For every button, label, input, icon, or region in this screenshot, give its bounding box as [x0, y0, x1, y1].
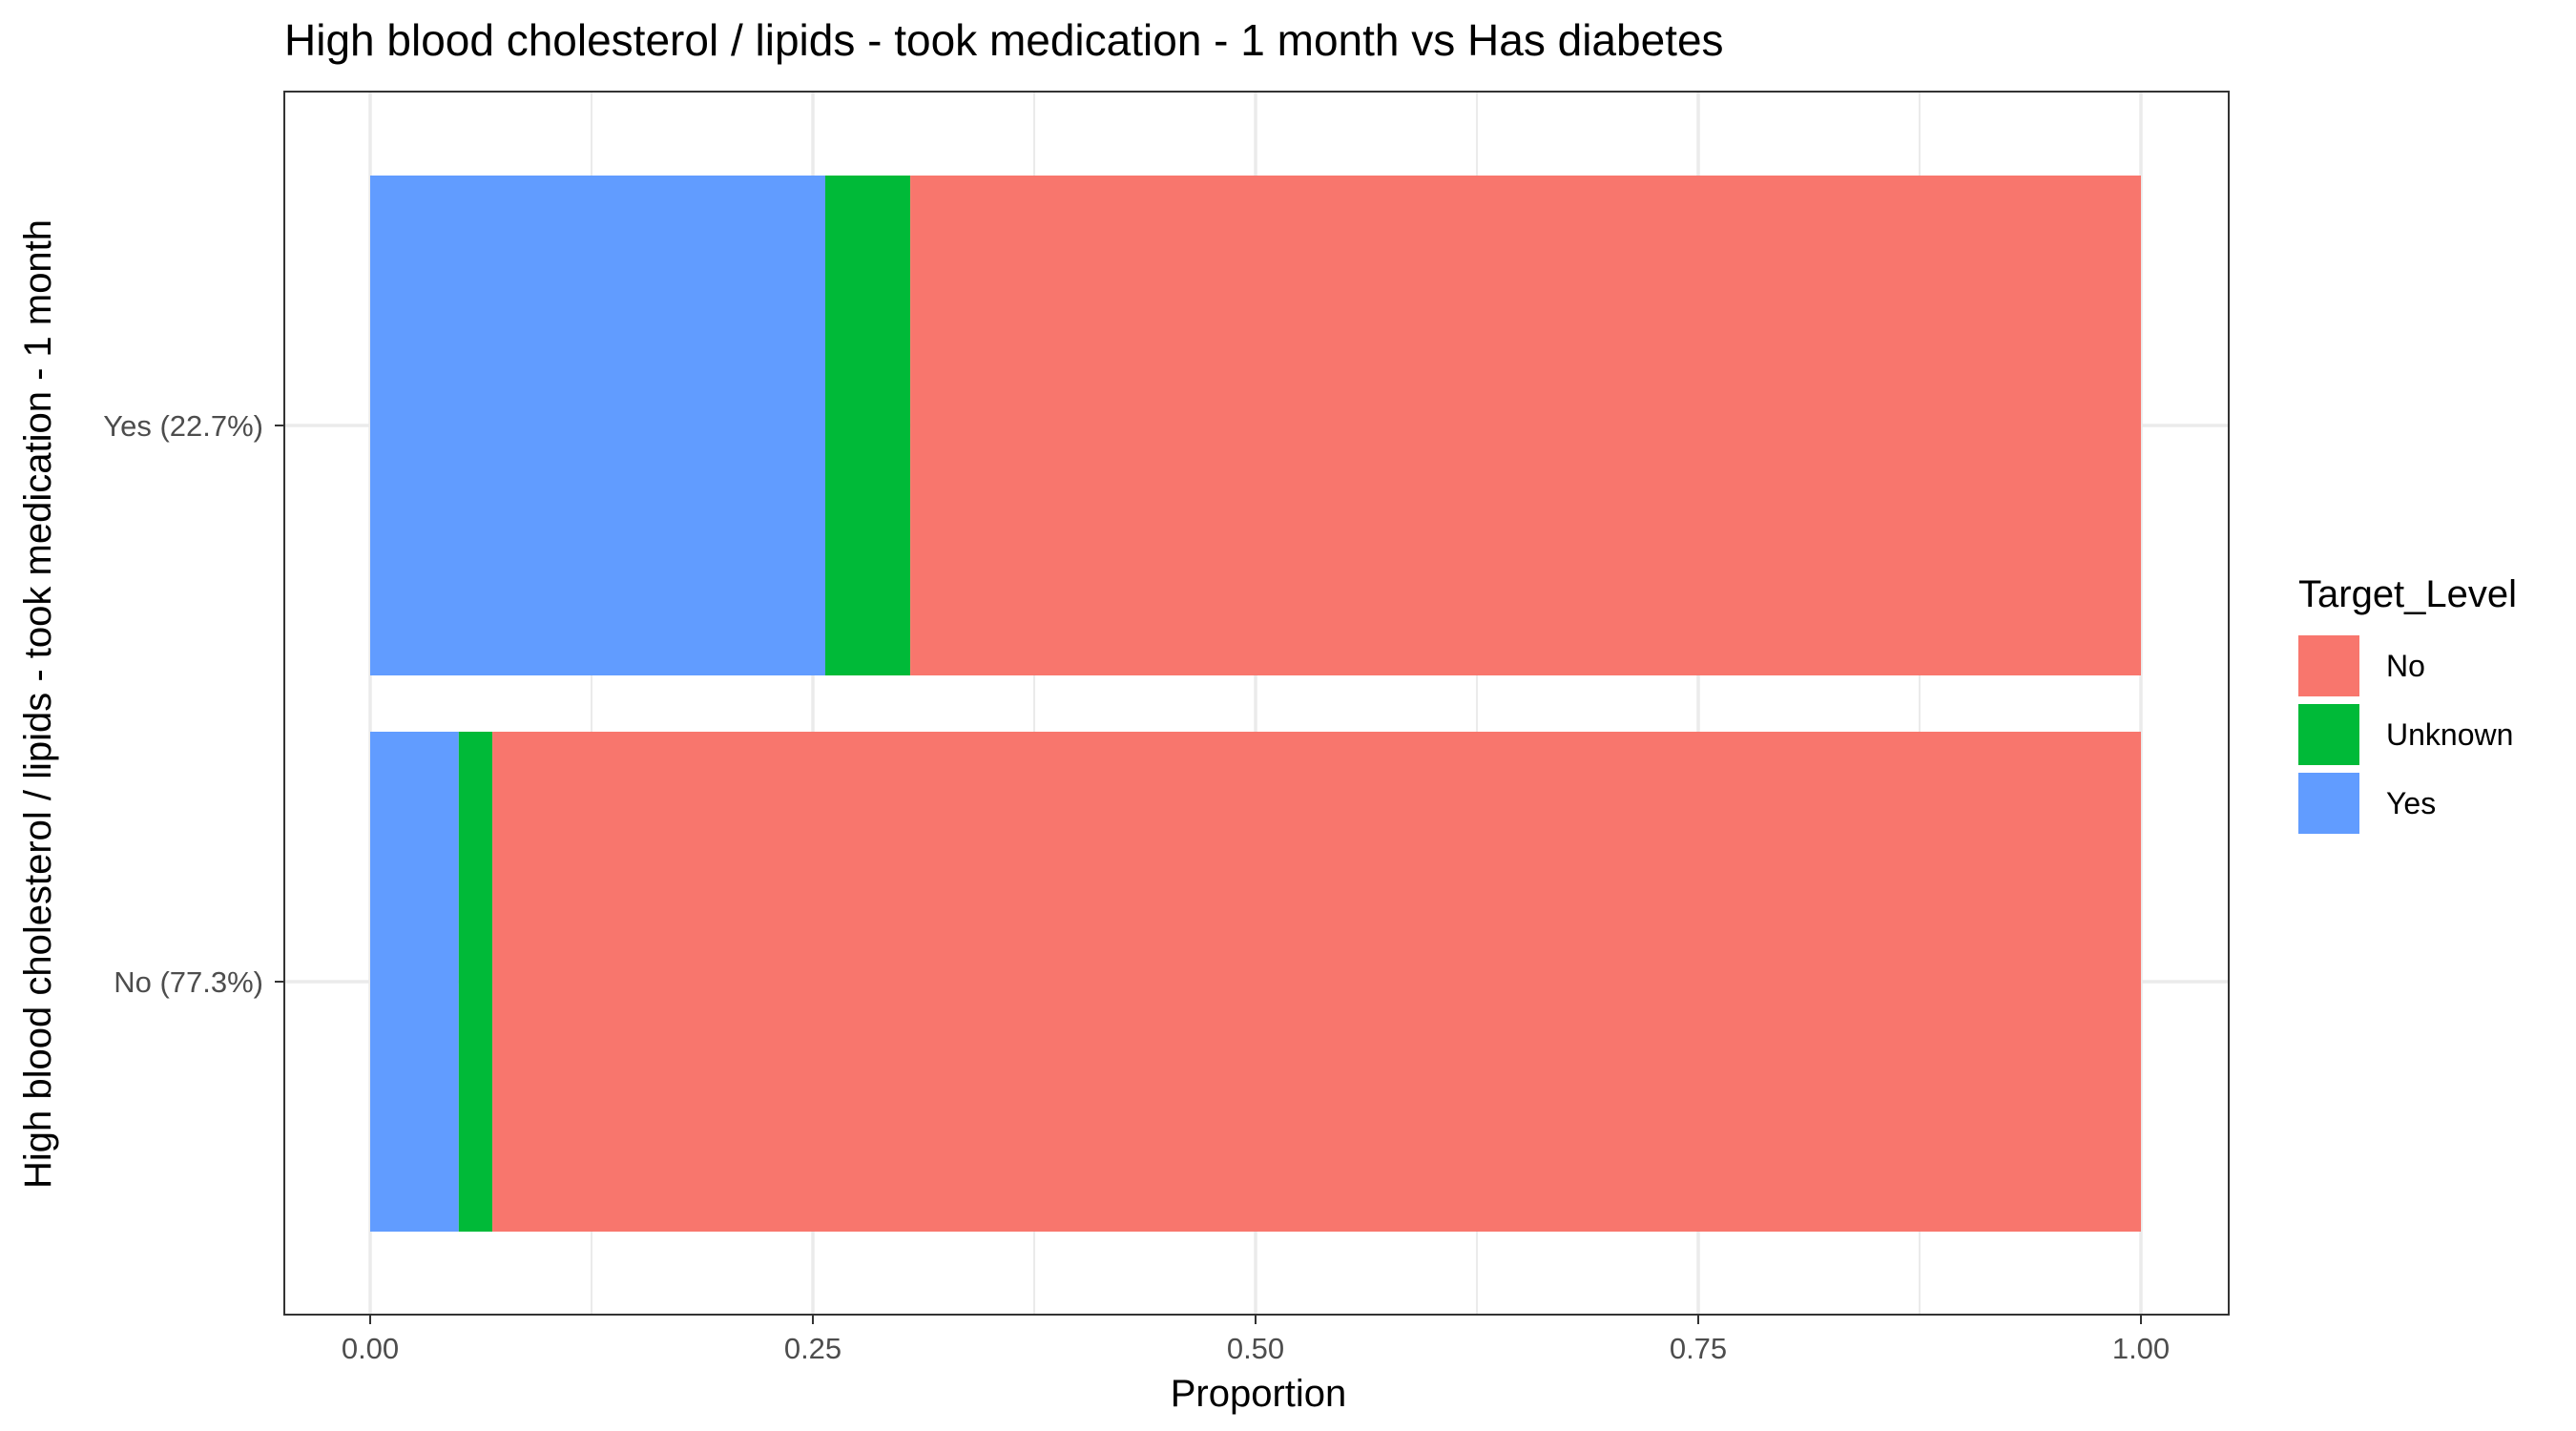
legend-title: Target_Level	[2298, 573, 2517, 615]
y-tick-label: No (77.3%)	[114, 965, 263, 999]
x-tick-label: 0.25	[784, 1332, 841, 1365]
x-tick-label: 1.00	[2112, 1332, 2170, 1365]
legend-label-no: No	[2386, 649, 2425, 683]
bar-yes-1	[370, 732, 459, 1232]
y-tick-label: Yes (22.7%)	[103, 409, 263, 443]
legend-key-yes	[2298, 773, 2359, 834]
bar-unknown-1	[458, 732, 493, 1232]
x-tick-label: 0.75	[1670, 1332, 1727, 1365]
x-tick-label: 0.00	[342, 1332, 399, 1365]
chart-title: High blood cholesterol / lipids - took m…	[284, 15, 1724, 65]
legend: Target_Level No Unknown Yes	[2298, 573, 2517, 834]
bar-no-1	[492, 732, 2142, 1232]
legend-key-unknown	[2298, 704, 2359, 765]
legend-key-no	[2298, 635, 2359, 696]
y-axis-title: High blood cholesterol / lipids - took m…	[17, 219, 59, 1189]
legend-label-yes: Yes	[2386, 786, 2436, 820]
x-tick-label: 0.50	[1227, 1332, 1284, 1365]
bars	[370, 176, 2142, 1232]
x-axis: 0.00 0.25 0.50 0.75 1.00	[342, 1315, 2170, 1365]
bar-no-0	[910, 176, 2141, 675]
legend-label-unknown: Unknown	[2386, 717, 2513, 752]
legend-items: No Unknown Yes	[2298, 635, 2513, 834]
bar-unknown-0	[824, 176, 911, 675]
bar-yes-0	[370, 176, 825, 675]
y-axis: Yes (22.7%) No (77.3%)	[103, 409, 284, 999]
x-axis-title: Proportion	[1171, 1373, 1347, 1415]
